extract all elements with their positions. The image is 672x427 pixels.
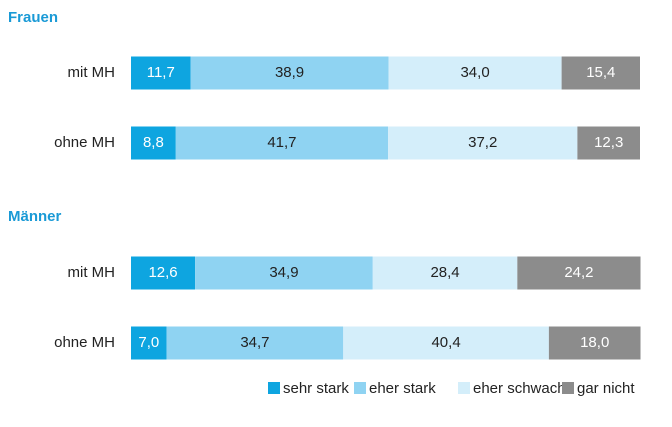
legend-swatch <box>354 382 366 394</box>
bar-segment <box>175 126 389 160</box>
chart-title: Frauen <box>8 9 58 26</box>
bar-segment <box>372 256 518 290</box>
category-label: ohne MH <box>54 134 115 151</box>
value-label: 38,9 <box>275 64 304 81</box>
bar-segment <box>548 326 641 360</box>
bar-segment <box>343 326 549 360</box>
category-label: ohne MH <box>54 334 115 351</box>
bar-segment <box>131 56 191 90</box>
value-label: 12,3 <box>594 134 623 151</box>
bar-segment <box>131 326 167 360</box>
bar-segment <box>561 56 640 90</box>
value-label: 41,7 <box>267 134 296 151</box>
legend-swatch <box>562 382 574 394</box>
legend-label: eher schwach <box>473 380 566 397</box>
value-label: 34,0 <box>460 64 489 81</box>
bar-segment <box>388 56 562 90</box>
legend-label: eher stark <box>369 380 436 397</box>
value-label: 37,2 <box>468 134 497 151</box>
legend-swatch <box>458 382 470 394</box>
legend-label: gar nicht <box>577 380 635 397</box>
bar-segment <box>517 256 641 290</box>
value-label: 34,7 <box>240 334 269 351</box>
value-label: 8,8 <box>143 134 164 151</box>
bar-segment <box>577 126 640 160</box>
value-label: 40,4 <box>431 334 460 351</box>
bar-segment <box>131 256 196 290</box>
category-label: mit MH <box>68 264 116 281</box>
legend-label: sehr stark <box>283 380 349 397</box>
value-label: 7,0 <box>138 334 159 351</box>
bar-segment <box>388 126 578 160</box>
value-label: 11,7 <box>147 64 175 81</box>
value-label: 12,6 <box>148 264 177 281</box>
value-label: 15,4 <box>586 64 615 81</box>
value-label: 34,9 <box>269 264 298 281</box>
value-label: 18,0 <box>580 334 609 351</box>
legend-swatch <box>268 382 280 394</box>
bar-segment <box>131 126 176 160</box>
bar-segment <box>190 56 389 90</box>
category-label: mit MH <box>68 64 116 81</box>
bar-segment <box>166 326 344 360</box>
value-label: 24,2 <box>564 264 593 281</box>
chart-title: Männer <box>8 208 62 225</box>
bar-segment <box>195 256 373 290</box>
value-label: 28,4 <box>430 264 459 281</box>
